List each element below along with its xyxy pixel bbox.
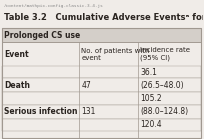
Text: 105.2: 105.2: [140, 94, 162, 103]
Bar: [2, 105, 201, 119]
Text: 47: 47: [81, 81, 91, 90]
Text: Event: Event: [4, 50, 29, 59]
Text: 36.1: 36.1: [140, 68, 157, 77]
Bar: [2, 28, 201, 138]
Text: Table 3.2   Cumulative Adverse Eventsᵃ for Both Anti-TNF U: Table 3.2 Cumulative Adverse Eventsᵃ for…: [4, 13, 204, 22]
Text: (26.5–48.0): (26.5–48.0): [140, 81, 184, 90]
Text: Prolonged CS use: Prolonged CS use: [4, 31, 80, 40]
Bar: [2, 92, 201, 105]
Bar: [2, 42, 201, 66]
Text: 120.4: 120.4: [140, 120, 162, 129]
Text: No. of patients with
event: No. of patients with event: [81, 48, 150, 61]
Text: (88.0–124.8): (88.0–124.8): [140, 107, 188, 116]
Text: Serious infection: Serious infection: [4, 107, 78, 116]
Bar: [2, 78, 201, 92]
Text: Death: Death: [4, 81, 30, 90]
Text: /content/mathpix-config-classic-3.4.js: /content/mathpix-config-classic-3.4.js: [4, 4, 104, 8]
Bar: [2, 119, 201, 131]
Bar: [2, 28, 201, 42]
Text: Incidence rate
(95% CI): Incidence rate (95% CI): [140, 47, 190, 61]
Bar: [2, 66, 201, 78]
Text: 131: 131: [81, 107, 96, 116]
